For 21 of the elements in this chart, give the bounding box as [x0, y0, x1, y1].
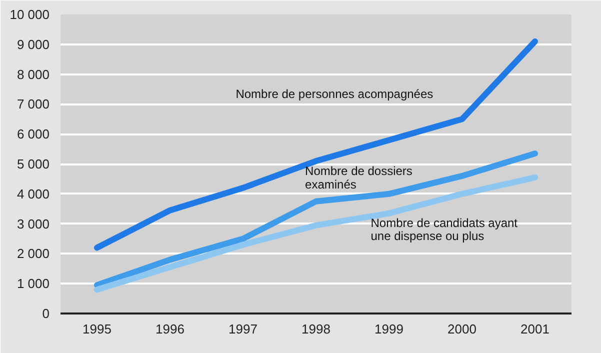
text: Nombre de personnes acompagnées: [236, 87, 434, 102]
x-tick-label: 2001: [520, 322, 550, 336]
y-tick-label: 7 000: [16, 96, 50, 112]
y-tick-label: 3 000: [16, 216, 50, 232]
y-tick-label: 9 000: [16, 36, 50, 52]
y-tick-label: 2 000: [16, 246, 50, 262]
series-label: Nombre de candidats ayant une dispense ou plus: [370, 216, 518, 244]
x-tick-label: 1997: [228, 322, 258, 336]
x-tick-label: 2000: [448, 322, 476, 336]
y-tick-label: 4 000: [16, 186, 50, 202]
x-tick-label: 1995: [82, 322, 112, 336]
y-tick-label: 8 000: [16, 66, 50, 82]
y-tick-label: 10 000: [10, 7, 50, 22]
x-tick-label: 1998: [302, 322, 330, 336]
series-label: Nombre de dossiers examinés: [305, 164, 412, 192]
y-tick-label: 0: [42, 306, 50, 321]
y-tick-label: 6 000: [16, 126, 50, 142]
x-tick-label: 1999: [374, 322, 404, 336]
x-tick-label: 1996: [156, 322, 184, 336]
y-tick-label: 1 000: [16, 276, 50, 292]
y-tick-label: 5 000: [16, 156, 50, 172]
